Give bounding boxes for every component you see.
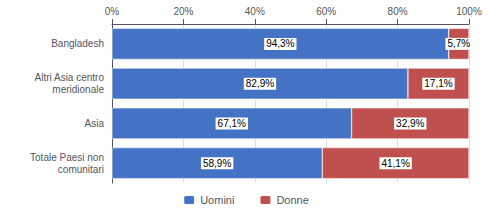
- svg-text:0%: 0%: [105, 6, 120, 17]
- svg-text:60%: 60%: [316, 6, 336, 17]
- svg-text:40%: 40%: [245, 6, 265, 17]
- svg-text:80%: 80%: [388, 6, 408, 17]
- svg-text:32,9%: 32,9%: [396, 118, 424, 129]
- svg-text:Totale Paesi non: Totale Paesi non: [30, 152, 104, 163]
- svg-text:82,9%: 82,9%: [246, 78, 274, 89]
- svg-text:100%: 100%: [456, 6, 482, 17]
- svg-text:94,3%: 94,3%: [266, 38, 294, 49]
- svg-text:17,1%: 17,1%: [424, 78, 452, 89]
- svg-text:meridionale: meridionale: [52, 84, 104, 95]
- svg-text:67,1%: 67,1%: [218, 118, 246, 129]
- svg-text:58,9%: 58,9%: [203, 158, 231, 169]
- svg-text:5,7%: 5,7%: [447, 38, 470, 49]
- svg-text:Asia: Asia: [85, 118, 105, 129]
- svg-text:comunitari: comunitari: [58, 164, 104, 175]
- svg-text:Donne: Donne: [276, 194, 308, 206]
- svg-text:20%: 20%: [173, 6, 193, 17]
- svg-text:Altri Asia centro: Altri Asia centro: [35, 72, 105, 83]
- svg-text:41,1%: 41,1%: [381, 158, 409, 169]
- svg-text:Uomini: Uomini: [200, 194, 234, 206]
- svg-text:Bangladesh: Bangladesh: [51, 38, 104, 49]
